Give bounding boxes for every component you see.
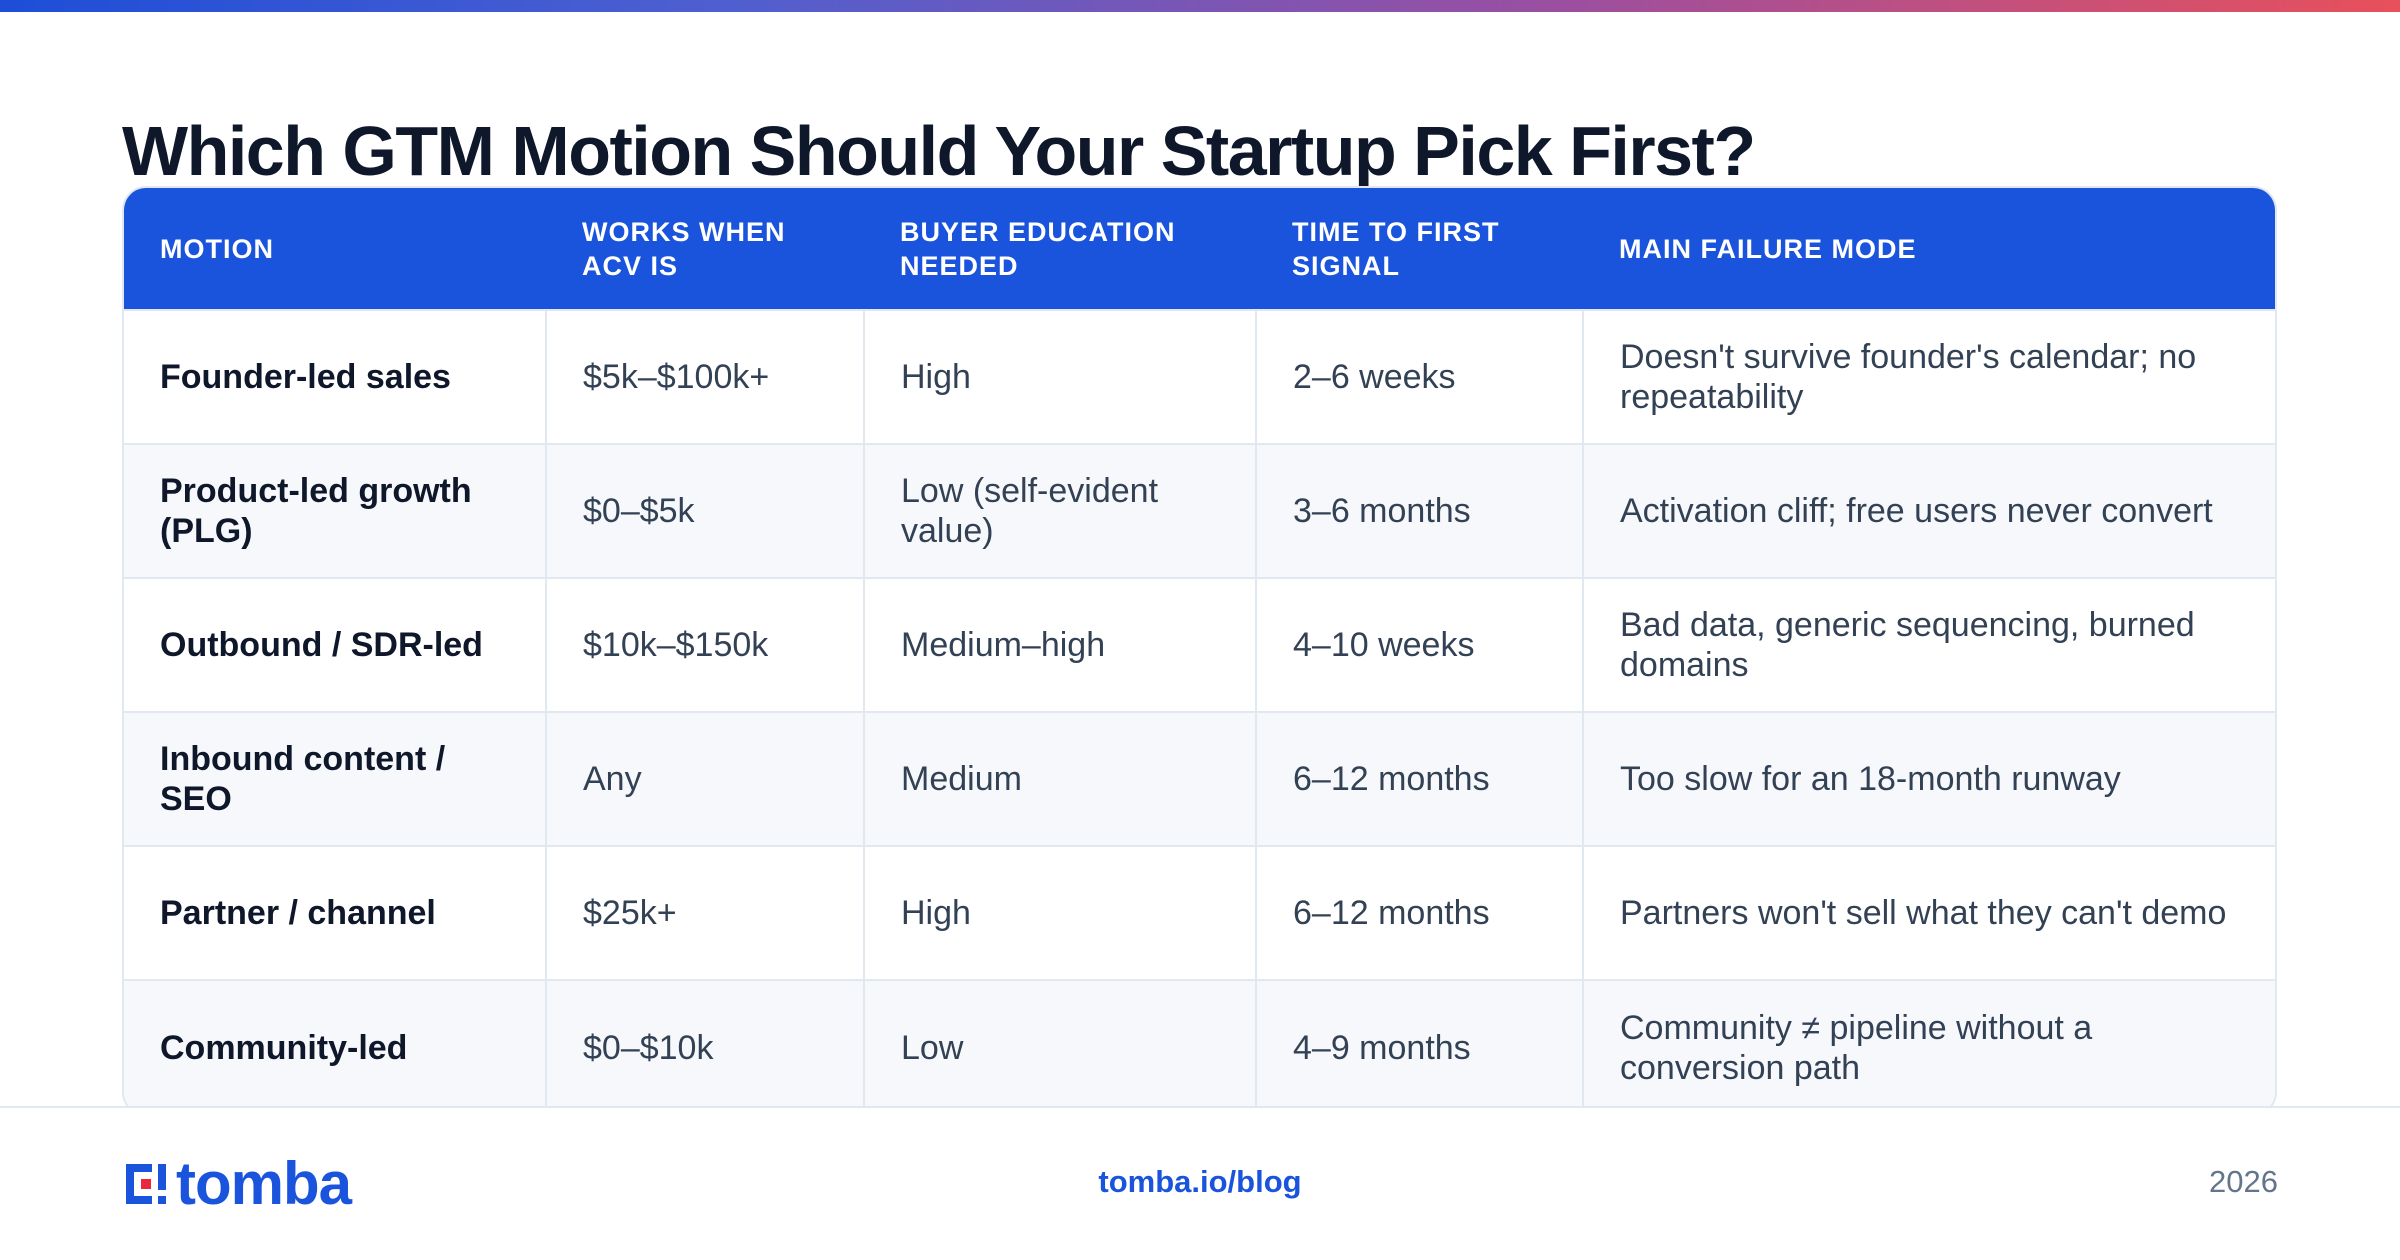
- cell-time-to-signal: 4–10 weeks: [1255, 577, 1583, 712]
- table-row: Founder-led sales $5k–$100k+ High 2–6 we…: [124, 309, 2275, 444]
- cell-acv: $25k+: [545, 845, 864, 980]
- cell-failure-mode: Doesn't survive founder's calendar; no r…: [1582, 309, 2275, 444]
- table-header-row: MOTION WORKS WHEN ACV IS BUYER EDUCATION…: [124, 188, 2275, 310]
- cell-buyer-education: Low (self-evident value): [863, 443, 1256, 578]
- cell-buyer-education: Medium–high: [863, 577, 1256, 712]
- table-row: Outbound / SDR-led $10k–$150k Medium–hig…: [124, 577, 2275, 712]
- tomba-logo[interactable]: tomba: [122, 1150, 352, 1217]
- cell-motion: Community-led: [124, 979, 546, 1114]
- cell-motion: Partner / channel: [124, 845, 546, 980]
- cell-time-to-signal: 6–12 months: [1255, 711, 1583, 846]
- gtm-table: MOTION WORKS WHEN ACV IS BUYER EDUCATION…: [124, 188, 2275, 1114]
- cell-motion: Founder-led sales: [124, 309, 546, 444]
- cell-failure-mode: Bad data, generic sequencing, burned dom…: [1582, 577, 2275, 712]
- table-row: Community-led $0–$10k Low 4–9 months Com…: [124, 979, 2275, 1114]
- footer-year: 2026: [2209, 1164, 2278, 1199]
- cell-buyer-education: High: [863, 309, 1256, 444]
- cell-acv: Any: [545, 711, 864, 846]
- header-time-to-signal: TIME TO FIRST SIGNAL: [1292, 216, 1500, 281]
- cell-motion: Inbound content / SEO: [124, 711, 546, 846]
- cell-motion: Outbound / SDR-led: [124, 577, 546, 712]
- cell-time-to-signal: 4–9 months: [1255, 979, 1583, 1114]
- cell-acv: $5k–$100k+: [545, 309, 864, 444]
- cell-time-to-signal: 6–12 months: [1255, 845, 1583, 980]
- tomba-logo-icon: [122, 1160, 170, 1208]
- table-row: Partner / channel $25k+ High 6–12 months…: [124, 845, 2275, 980]
- header-acv: WORKS WHEN ACV IS: [582, 216, 786, 281]
- cell-failure-mode: Partners won't sell what they can't demo: [1582, 845, 2275, 980]
- logo-text: tomba: [176, 1150, 352, 1217]
- cell-motion: Product-led growth (PLG): [124, 443, 546, 578]
- cell-time-to-signal: 3–6 months: [1255, 443, 1583, 578]
- cell-failure-mode: Community ≠ pipeline without a conversio…: [1582, 979, 2275, 1114]
- cell-failure-mode: Activation cliff; free users never conve…: [1582, 443, 2275, 578]
- comparison-table: MOTION WORKS WHEN ACV IS BUYER EDUCATION…: [122, 186, 2277, 1116]
- footer-divider: [0, 1106, 2400, 1108]
- cell-buyer-education: High: [863, 845, 1256, 980]
- table-row: Inbound content / SEO Any Medium 6–12 mo…: [124, 711, 2275, 846]
- gradient-top-bar: [0, 0, 2400, 12]
- header-motion: MOTION: [160, 233, 274, 264]
- cell-acv: $10k–$150k: [545, 577, 864, 712]
- cell-buyer-education: Medium: [863, 711, 1256, 846]
- header-buyer-education: BUYER EDUCATION NEEDED: [900, 216, 1176, 281]
- blog-link[interactable]: tomba.io/blog: [1098, 1164, 1302, 1199]
- cell-acv: $0–$10k: [545, 979, 864, 1114]
- cell-time-to-signal: 2–6 weeks: [1255, 309, 1583, 444]
- footer: tomba tomba.io/blog 2026: [0, 1108, 2400, 1260]
- table-body: Founder-led sales $5k–$100k+ High 2–6 we…: [124, 309, 2275, 1114]
- cell-failure-mode: Too slow for an 18-month runway: [1582, 711, 2275, 846]
- page-title: Which GTM Motion Should Your Startup Pic…: [122, 112, 1756, 190]
- header-failure-mode: MAIN FAILURE MODE: [1619, 233, 1917, 264]
- table-row: Product-led growth (PLG) $0–$5k Low (sel…: [124, 443, 2275, 578]
- cell-acv: $0–$5k: [545, 443, 864, 578]
- table-header: MOTION WORKS WHEN ACV IS BUYER EDUCATION…: [124, 188, 2275, 310]
- cell-buyer-education: Low: [863, 979, 1256, 1114]
